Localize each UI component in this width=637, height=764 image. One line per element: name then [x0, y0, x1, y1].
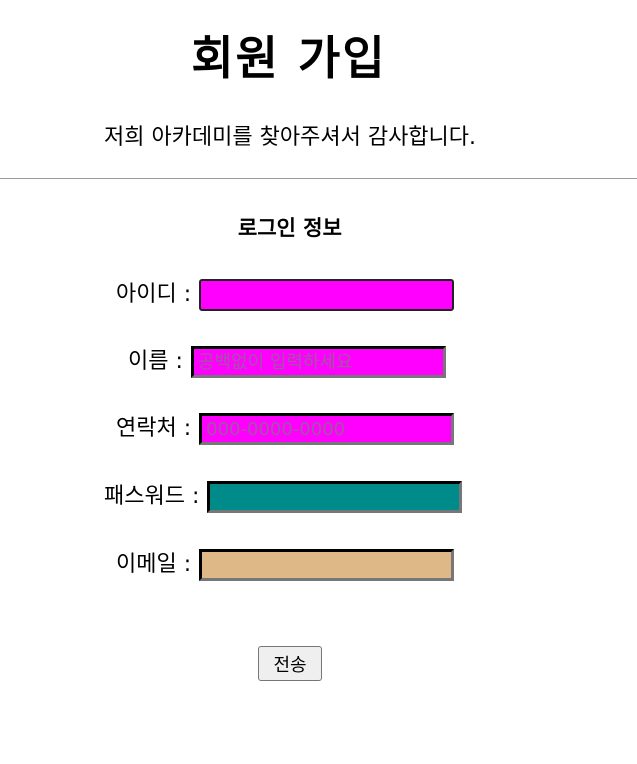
name-row: 이름 :: [128, 346, 446, 378]
contact-input[interactable]: [199, 413, 455, 445]
submit-button[interactable]: 전송: [258, 646, 322, 681]
section-title-login-info: 로그인 정보: [238, 216, 342, 240]
divider: [0, 178, 637, 179]
id-row: 아이디 :: [116, 279, 455, 311]
page-subtitle: 저희 아카데미를 찾아주셔서 감사합니다.: [103, 125, 477, 150]
email-input[interactable]: [199, 549, 455, 581]
password-label: 패스워드 :: [104, 484, 200, 509]
id-label: 아이디 :: [116, 282, 192, 307]
email-label: 이메일 :: [116, 552, 192, 577]
password-input[interactable]: [207, 481, 463, 513]
password-row: 패스워드 :: [104, 481, 463, 513]
contact-row: 연락처 :: [116, 413, 455, 445]
id-input[interactable]: [199, 279, 455, 311]
email-row: 이메일 :: [116, 549, 455, 581]
page-title: 회원 가입: [191, 31, 387, 85]
name-input[interactable]: [190, 346, 446, 378]
name-label: 이름 :: [128, 349, 183, 374]
contact-label: 연락처 :: [116, 416, 192, 441]
